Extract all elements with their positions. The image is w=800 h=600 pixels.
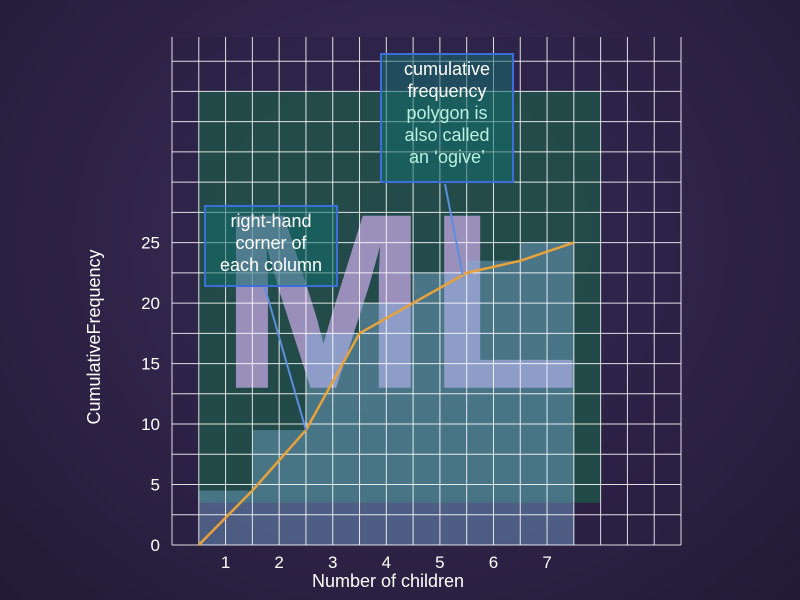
y-axis-label: CumulativeFrequency bbox=[84, 249, 104, 424]
y-tick-label: 0 bbox=[151, 536, 160, 555]
callout-ogive-pointer bbox=[444, 183, 464, 276]
callout-right-pointer bbox=[264, 287, 307, 431]
callout-ogive: cumulative frequency polygon is also cal… bbox=[380, 53, 514, 183]
callout-ogive-line-5: an ‘ogive’ bbox=[408, 147, 486, 167]
x-tick-label: 6 bbox=[489, 553, 498, 572]
y-tick-label: 20 bbox=[141, 294, 160, 313]
x-tick-label: 3 bbox=[328, 553, 337, 572]
x-tick-label: 4 bbox=[382, 553, 391, 572]
x-tick-label: 1 bbox=[221, 553, 230, 572]
callout-right-line-2: corner of bbox=[235, 233, 307, 253]
x-axis-label: Number of children bbox=[312, 571, 464, 591]
callout-ogive-line-4: also called bbox=[404, 125, 490, 145]
callout-right-line-1: right-hand bbox=[230, 211, 312, 231]
callout-ogive-line-3: polygon is bbox=[406, 103, 488, 123]
y-tick-label: 5 bbox=[151, 476, 160, 495]
y-tick-label: 10 bbox=[141, 415, 160, 434]
callout-right-hand-corner: right-hand corner of each column bbox=[204, 205, 338, 287]
x-tick-label: 2 bbox=[274, 553, 283, 572]
callout-right-line-3: each column bbox=[219, 255, 323, 275]
y-tick-label: 25 bbox=[141, 234, 160, 253]
callout-ogive-line-2: frequency bbox=[407, 81, 487, 101]
y-tick-label: 15 bbox=[141, 355, 160, 374]
callout-ogive-line-1: cumulative bbox=[403, 59, 491, 79]
ogive-line bbox=[197, 241, 575, 546]
x-tick-label: 5 bbox=[435, 553, 444, 572]
x-tick-label: 7 bbox=[542, 553, 551, 572]
